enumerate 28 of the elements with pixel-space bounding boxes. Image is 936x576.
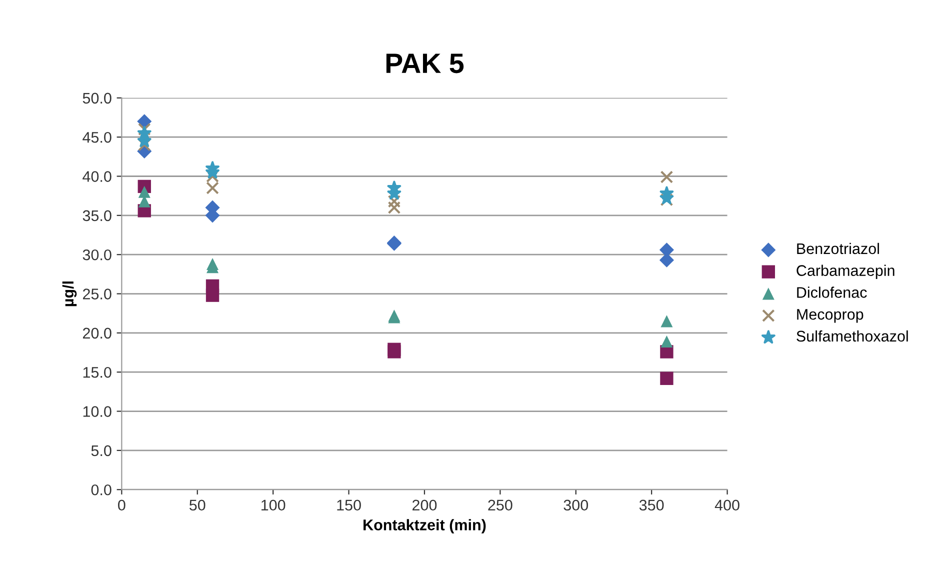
y-tick-label: 35.0 bbox=[82, 210, 112, 222]
y-tick-label: 20.0 bbox=[82, 328, 112, 339]
x-tick-label: 0 bbox=[118, 500, 126, 511]
y-tick-label: 10.0 bbox=[83, 406, 112, 417]
y-tick-label: 50.0 bbox=[82, 92, 112, 104]
y-tick-label: 25.0 bbox=[82, 288, 112, 300]
legend-label: Sulfamethoxazol bbox=[796, 330, 908, 342]
x-tick-label: 350 bbox=[639, 500, 664, 511]
x-tick-label: 50 bbox=[189, 500, 206, 511]
y-tick-label: 5.0 bbox=[91, 445, 112, 456]
x-tick-label: 300 bbox=[564, 500, 588, 511]
x-tick-label: 250 bbox=[488, 500, 512, 511]
legend-label: Mecoprop bbox=[797, 309, 864, 323]
x-axis-title: Kontaktzeit (min) bbox=[364, 519, 486, 534]
x-tick-label: 400 bbox=[714, 500, 740, 511]
x-tick-label: 100 bbox=[262, 500, 286, 511]
legend-label: Carbamazepin bbox=[796, 264, 894, 279]
y-tick-label: 30.0 bbox=[82, 249, 112, 260]
legend-label: Benzotriazol bbox=[797, 242, 879, 254]
legend-label: Diclofenac bbox=[797, 286, 867, 298]
x-tick-label: 200 bbox=[412, 500, 437, 511]
x-tick-label: 150 bbox=[337, 500, 361, 511]
y-tick-label: 40.0 bbox=[82, 171, 112, 182]
y-tick-label: 45.0 bbox=[82, 132, 112, 143]
chart-title: PAK 5 bbox=[386, 54, 464, 74]
y-tick-label: 0.0 bbox=[91, 484, 112, 496]
y-axis-title: µg/l bbox=[62, 282, 77, 306]
y-tick-label: 15.0 bbox=[83, 366, 112, 378]
